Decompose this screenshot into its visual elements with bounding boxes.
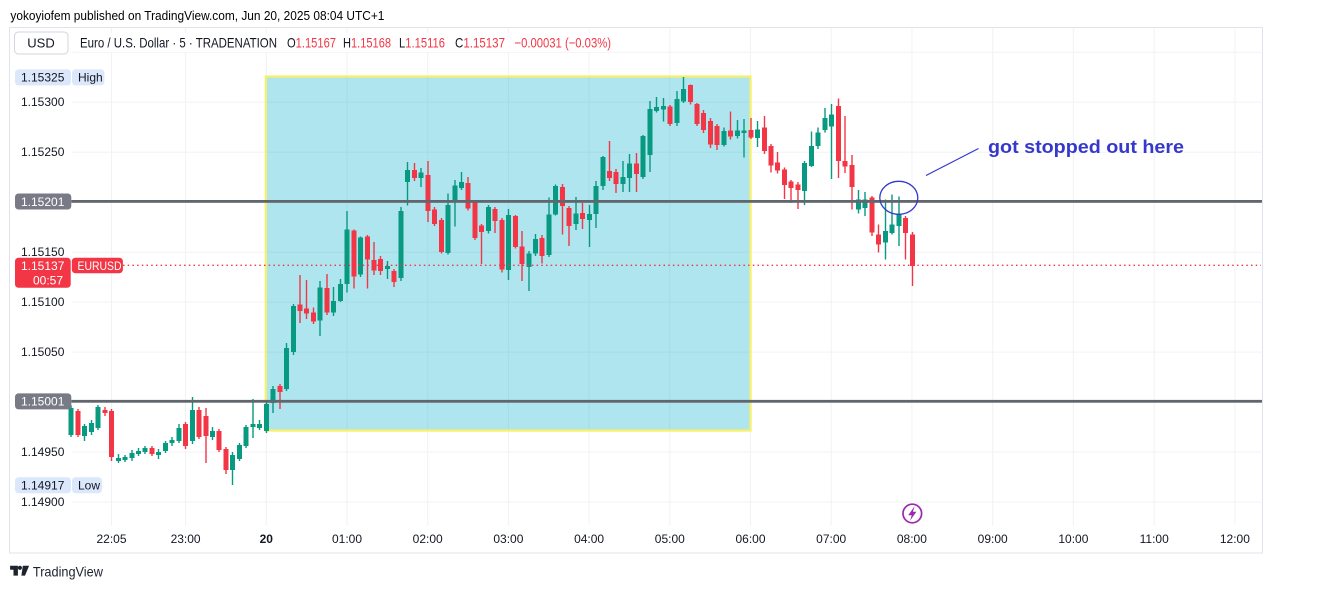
svg-text:06:00: 06:00 xyxy=(735,532,765,546)
svg-text:12:00: 12:00 xyxy=(1220,532,1250,546)
svg-text:H1.15168: H1.15168 xyxy=(343,35,391,51)
svg-text:09:00: 09:00 xyxy=(978,532,1008,546)
svg-text:01:00: 01:00 xyxy=(332,532,362,546)
svg-text:1.15001: 1.15001 xyxy=(21,395,65,409)
svg-text:O1.15167: O1.15167 xyxy=(287,35,336,51)
svg-text:1.14917: 1.14917 xyxy=(21,478,65,492)
svg-text:L1.15116: L1.15116 xyxy=(399,35,445,51)
svg-text:05:00: 05:00 xyxy=(655,532,685,546)
svg-text:1.15150: 1.15150 xyxy=(21,245,65,259)
svg-text:20: 20 xyxy=(260,532,274,546)
svg-text:1.14900: 1.14900 xyxy=(21,495,65,509)
svg-text:Euro / U.S. Dollar · 5 · TRADE: Euro / U.S. Dollar · 5 · TRADENATION xyxy=(80,35,277,51)
svg-text:Low: Low xyxy=(78,478,100,492)
svg-text:got stopped out here: got stopped out here xyxy=(988,137,1184,157)
svg-text:1.15300: 1.15300 xyxy=(21,95,65,109)
svg-text:03:00: 03:00 xyxy=(493,532,523,546)
svg-text:1.15325: 1.15325 xyxy=(21,71,65,85)
svg-text:1.15250: 1.15250 xyxy=(21,145,65,159)
svg-text:08:00: 08:00 xyxy=(897,532,927,546)
svg-text:−0.00031 (−0.03%): −0.00031 (−0.03%) xyxy=(515,35,612,51)
svg-text:04:00: 04:00 xyxy=(574,532,604,546)
svg-text:11:00: 11:00 xyxy=(1140,532,1169,546)
svg-text:22:05: 22:05 xyxy=(96,532,126,546)
svg-text:High: High xyxy=(78,71,103,85)
svg-text:yokoyiofem published on Tradin: yokoyiofem published on TradingView.com,… xyxy=(10,8,384,23)
svg-text:23:00: 23:00 xyxy=(171,532,201,546)
svg-text:1.15137: 1.15137 xyxy=(21,259,65,273)
svg-text:00:57: 00:57 xyxy=(33,274,63,288)
svg-text:1.15201: 1.15201 xyxy=(21,195,65,209)
svg-text:1.15050: 1.15050 xyxy=(21,345,65,359)
svg-text:TradingView: TradingView xyxy=(33,564,104,580)
svg-text:02:00: 02:00 xyxy=(413,532,443,546)
svg-text:USD: USD xyxy=(27,36,54,51)
svg-text:C1.15137: C1.15137 xyxy=(455,35,505,51)
svg-text:1.15100: 1.15100 xyxy=(21,295,65,309)
svg-text:1.14950: 1.14950 xyxy=(21,445,65,459)
svg-text:EURUSD: EURUSD xyxy=(78,261,122,273)
svg-text:07:00: 07:00 xyxy=(816,532,846,546)
svg-text:10:00: 10:00 xyxy=(1058,532,1088,546)
